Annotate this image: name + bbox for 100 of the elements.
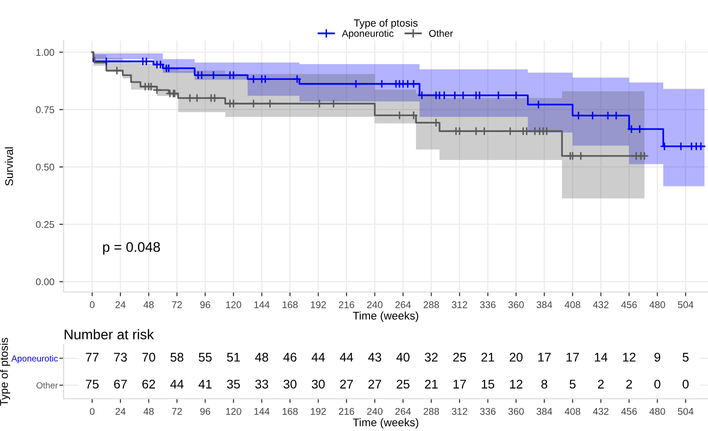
data-label: 17	[538, 352, 551, 362]
data-label: 77	[86, 352, 99, 362]
y-tick-label: 0.25	[36, 221, 54, 228]
x-tick-label: 0	[90, 408, 95, 415]
data-label: 25	[453, 352, 466, 362]
x-tick-label: 480	[649, 408, 666, 415]
data-label: 21	[481, 352, 494, 362]
x-tick-label: 144	[254, 301, 270, 308]
x-tick-label: 24	[116, 408, 126, 415]
data-label: 70	[142, 352, 156, 362]
x-tick-label: 456	[621, 301, 637, 308]
legend-title: Type of ptosis	[354, 19, 418, 29]
data-label: 8	[541, 380, 548, 389]
x-tick-label: 504	[678, 301, 694, 308]
x-axis-title: Time (weeks)	[352, 311, 418, 322]
y-tick-label: 0.50	[36, 164, 54, 171]
data-label: 17	[454, 380, 466, 388]
data-label: 48	[255, 352, 268, 362]
x-tick-label: 384	[536, 301, 552, 308]
x-tick-label: 72	[172, 408, 182, 415]
y-tick-label: 1.00	[36, 48, 54, 56]
y-axis-title: Survival	[4, 147, 14, 186]
data-label: 30	[312, 380, 325, 389]
data-label: 2	[626, 380, 632, 388]
x-tick-label: 384	[536, 408, 552, 415]
y-tick-label: Aponeurotic	[11, 355, 58, 364]
data-label: 43	[368, 352, 382, 362]
x-tick-label: 168	[282, 301, 298, 308]
x-tick-label: 504	[678, 408, 694, 415]
data-label: 27	[340, 380, 353, 388]
chart-title: Number at risk	[64, 329, 154, 340]
x-tick-label: 168	[282, 408, 298, 415]
data-label: 14	[594, 352, 608, 362]
x-tick-label: 120	[226, 301, 242, 308]
x-tick-label: 216	[338, 301, 354, 308]
x-tick-label: 336	[480, 408, 496, 415]
x-tick-label: 96	[200, 301, 210, 308]
data-label: 27	[368, 380, 382, 388]
x-tick-label: 240	[367, 408, 383, 415]
x-tick-label: 144	[254, 408, 270, 415]
data-label: 35	[227, 380, 240, 389]
data-label: 51	[227, 352, 240, 362]
data-label: 58	[170, 352, 184, 362]
x-tick-label: 432	[592, 408, 608, 415]
x-tick-label: 48	[144, 301, 154, 308]
data-label: 5	[570, 380, 576, 389]
data-label: 2	[598, 380, 604, 388]
x-tick-label: 360	[508, 408, 524, 415]
x-tick-label: 288	[424, 301, 439, 308]
data-label: 30	[284, 380, 296, 389]
y-tick-label: 0.00	[36, 278, 54, 286]
annotation: p = 0.048	[103, 242, 160, 255]
data-label: 46	[283, 352, 296, 362]
data-label: 15	[482, 380, 494, 389]
data-label: 44	[312, 352, 325, 362]
data-label: 44	[340, 352, 354, 362]
x-tick-label: 360	[508, 301, 524, 308]
y-tick-label: Other	[36, 382, 58, 388]
data-label: 67	[114, 380, 127, 389]
data-label: 55	[198, 352, 212, 362]
data-label: 20	[510, 352, 523, 362]
x-tick-label: 264	[395, 301, 411, 308]
x-tick-label: 312	[452, 408, 468, 415]
x-tick-label: 432	[592, 301, 608, 308]
data-label: 25	[396, 380, 410, 389]
data-label: 75	[86, 380, 99, 389]
data-label: 33	[255, 380, 268, 389]
x-tick-label: 312	[452, 301, 468, 308]
x-tick-label: 408	[564, 408, 580, 415]
data-label: 32	[424, 352, 438, 362]
legend-label: Other	[429, 30, 453, 37]
x-tick-label: 240	[367, 301, 383, 308]
data-label: 21	[424, 380, 438, 388]
data-label: 5	[682, 352, 689, 362]
x-tick-label: 480	[649, 301, 666, 308]
x-tick-label: 216	[338, 408, 354, 415]
data-label: 12	[510, 380, 522, 388]
data-label: 17	[566, 352, 579, 362]
x-tick-label: 288	[424, 408, 439, 415]
x-tick-label: 48	[144, 408, 154, 415]
x-axis-title: Time (weeks)	[352, 418, 418, 429]
x-tick-label: 192	[310, 301, 326, 308]
x-tick-label: 0	[90, 301, 95, 308]
x-tick-label: 96	[200, 408, 210, 415]
data-label: 12	[623, 352, 636, 362]
x-tick-label: 336	[480, 301, 496, 308]
x-tick-label: 264	[395, 408, 411, 415]
data-label: 41	[198, 380, 212, 388]
x-tick-label: 192	[310, 408, 326, 415]
data-label: 40	[396, 352, 410, 362]
data-label: 0	[682, 380, 689, 389]
y-tick-label: 0.75	[36, 106, 54, 114]
data-label: 0	[654, 380, 660, 389]
x-tick-label: 72	[172, 301, 182, 308]
data-label: 44	[170, 380, 184, 388]
data-label: 73	[114, 352, 127, 362]
x-tick-label: 120	[226, 408, 242, 415]
x-tick-label: 408	[564, 301, 580, 308]
y-axis-title: Type of ptosis	[0, 338, 10, 406]
x-tick-label: 456	[621, 408, 637, 415]
